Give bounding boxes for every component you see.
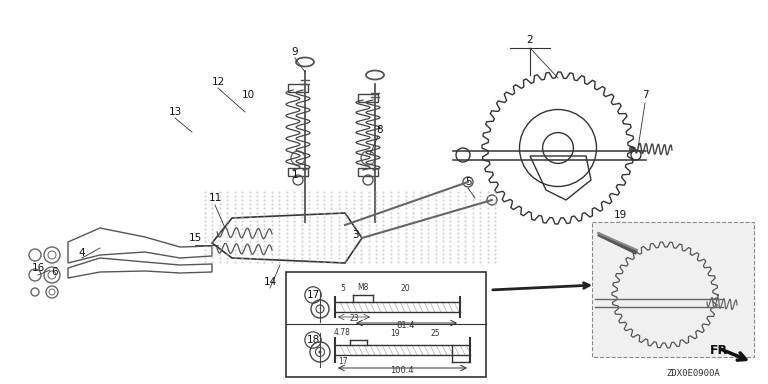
Text: 3: 3 [352, 230, 359, 240]
Text: 11: 11 [208, 193, 222, 203]
Text: 23: 23 [349, 314, 359, 323]
Text: 25: 25 [430, 329, 440, 338]
Text: 18: 18 [306, 337, 319, 347]
Text: 17: 17 [306, 290, 319, 300]
Text: 14: 14 [263, 277, 276, 287]
Text: FR.: FR. [710, 344, 733, 356]
Text: 6: 6 [51, 267, 58, 277]
Bar [286, 272, 486, 377]
Text: 5: 5 [465, 177, 472, 187]
Text: 13: 13 [168, 107, 181, 117]
Text: 15: 15 [188, 233, 202, 243]
Text: 81.4: 81.4 [397, 321, 415, 330]
Text: 5: 5 [340, 284, 346, 293]
Text: 1: 1 [292, 170, 298, 180]
Text: 19: 19 [614, 210, 627, 220]
Text: M8: M8 [357, 283, 369, 292]
Bar [288, 84, 308, 92]
Text: 7: 7 [642, 90, 648, 100]
Circle shape [730, 301, 736, 307]
Text: 17: 17 [306, 290, 319, 300]
Text: 2: 2 [527, 35, 533, 45]
Text: ZDX0E0900A: ZDX0E0900A [666, 369, 720, 379]
Text: 9: 9 [292, 47, 298, 57]
Bar [358, 168, 378, 176]
Text: 19: 19 [390, 329, 400, 338]
Text: 20: 20 [400, 284, 410, 293]
Text: 17: 17 [338, 357, 348, 366]
Text: 16: 16 [31, 263, 45, 273]
Circle shape [629, 146, 635, 152]
Text: 10: 10 [241, 90, 254, 100]
Text: 4: 4 [78, 248, 85, 258]
Text: 4.78: 4.78 [333, 328, 350, 337]
Text: 100.4: 100.4 [390, 366, 414, 375]
Text: 18: 18 [306, 335, 319, 345]
Text: 8: 8 [376, 125, 383, 135]
Text: 12: 12 [211, 77, 224, 87]
Bar [288, 168, 308, 176]
Circle shape [319, 351, 322, 354]
Bar [592, 222, 754, 357]
Bar [358, 94, 378, 102]
